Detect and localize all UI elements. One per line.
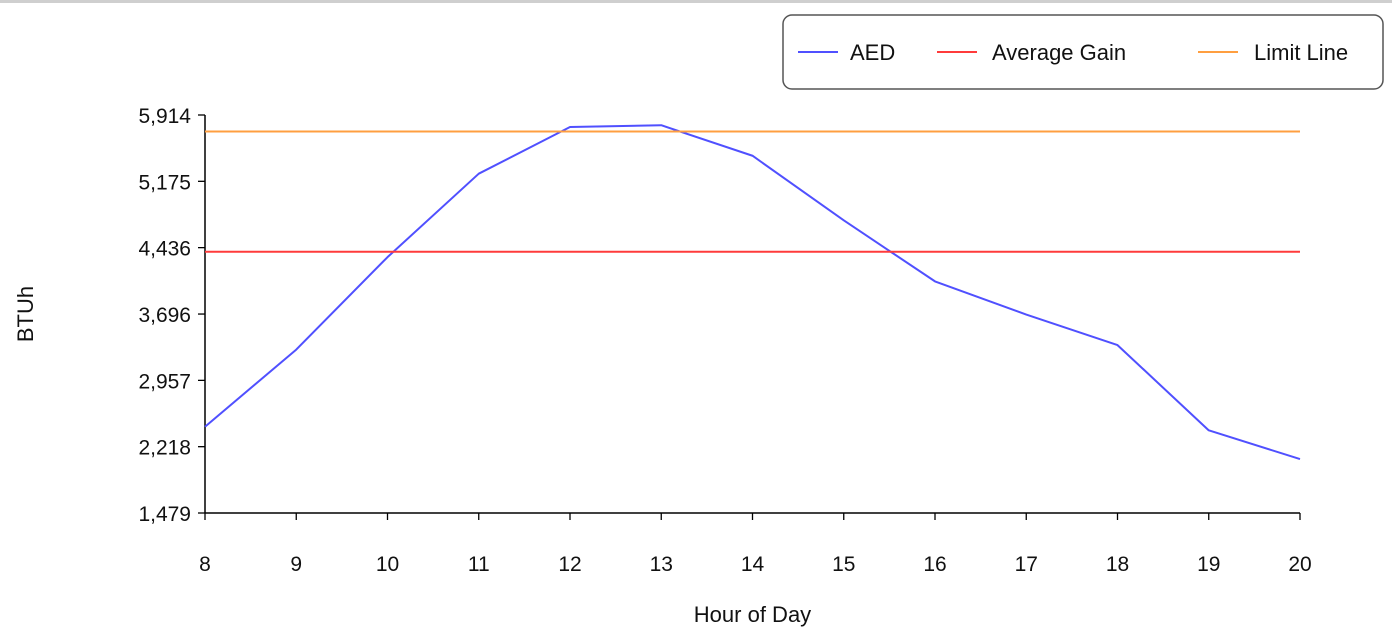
x-tick-label: 20 (1288, 553, 1311, 576)
y-tick-label: 3,696 (138, 304, 191, 327)
x-tick-label: 16 (923, 553, 946, 576)
y-tick-label: 5,914 (138, 105, 191, 128)
x-tick-label: 19 (1197, 553, 1220, 576)
x-tick-label: 8 (199, 553, 211, 576)
legend-label: AED (850, 40, 895, 65)
x-tick-label: 18 (1106, 553, 1129, 576)
y-tick-label: 1,479 (138, 503, 191, 526)
y-tick-label: 2,957 (138, 370, 191, 393)
x-tick-label: 14 (741, 553, 765, 576)
x-tick-label: 10 (376, 553, 399, 576)
x-tick-label: 15 (832, 553, 855, 576)
x-axis-title: Hour of Day (694, 602, 811, 627)
y-axis-title: BTUh (13, 286, 38, 342)
legend-label: Average Gain (992, 40, 1126, 65)
x-tick-label: 11 (468, 553, 490, 576)
x-tick-label: 12 (558, 553, 581, 576)
x-tick-label: 17 (1015, 553, 1038, 576)
y-tick-label: 2,218 (138, 437, 191, 460)
top-divider (0, 0, 1392, 3)
x-tick-label: 13 (650, 553, 673, 576)
legend-label: Limit Line (1254, 40, 1348, 65)
x-tick-label: 9 (290, 553, 302, 576)
y-tick-label: 4,436 (138, 238, 191, 261)
y-tick-label: 5,175 (138, 171, 191, 194)
series-aed-line (205, 125, 1300, 459)
